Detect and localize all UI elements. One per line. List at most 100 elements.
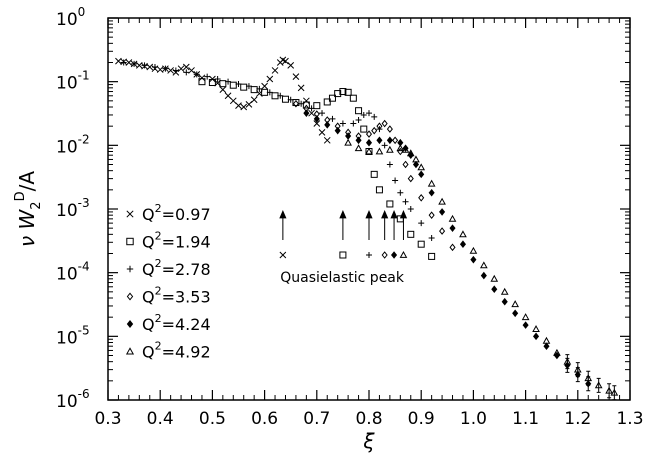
data-point xyxy=(313,115,320,123)
data-point xyxy=(428,235,435,242)
y-tick-base: 10 xyxy=(56,137,78,157)
data-point xyxy=(313,120,321,127)
y-tick-label: 100 xyxy=(56,5,85,30)
y-tick-label: 10-2 xyxy=(56,132,90,157)
data-point xyxy=(360,111,367,118)
data-point xyxy=(339,88,347,96)
data-point xyxy=(449,224,456,232)
data-point xyxy=(412,155,420,163)
x-tick-label: 1.3 xyxy=(616,409,643,429)
data-point xyxy=(250,96,258,104)
legend: Q2=0.97Q2=1.94Q2=2.78Q2=3.53Q2=4.24Q2=4.… xyxy=(125,202,211,362)
annotation-text: Quasielastic peak xyxy=(280,270,405,286)
data-point xyxy=(417,240,425,248)
data-point xyxy=(323,98,331,106)
peak-arrow xyxy=(279,209,287,259)
legend-q: Q xyxy=(142,260,155,279)
peak-arrow xyxy=(381,209,389,259)
legend-marker xyxy=(125,347,135,355)
data-point xyxy=(491,285,498,293)
data-point xyxy=(500,287,509,295)
data-point xyxy=(229,97,237,105)
data-point xyxy=(355,107,363,115)
data-point xyxy=(344,88,352,96)
y-tick-base: 10 xyxy=(56,392,78,412)
y-tick-exponent: -2 xyxy=(78,132,90,146)
peak-arrow xyxy=(390,209,398,259)
peak-marker xyxy=(339,251,347,259)
legend-item: Q2=0.97 xyxy=(126,202,211,224)
legend-item: Q2=4.24 xyxy=(126,312,211,334)
legend-item: Q2=1.94 xyxy=(126,230,211,252)
y-axis-label-text: ν W2D/A xyxy=(13,171,44,247)
data-point xyxy=(543,342,550,350)
legend-value: =2.78 xyxy=(162,260,211,279)
data-point xyxy=(406,149,415,157)
data-point xyxy=(198,78,206,86)
data-point xyxy=(386,200,394,208)
data-point xyxy=(308,109,315,117)
legend-q: Q xyxy=(142,205,155,224)
error-bar xyxy=(586,370,591,386)
legend-q: Q xyxy=(142,343,155,362)
data-point xyxy=(360,125,368,133)
legend-marker xyxy=(126,319,134,329)
y-tick-label: 10-5 xyxy=(56,323,90,348)
legend-label: Q2=2.78 xyxy=(142,257,211,279)
legend-marker xyxy=(126,210,134,218)
data-point xyxy=(407,206,414,212)
series-square xyxy=(198,78,436,260)
data-point xyxy=(131,60,138,67)
peak-arrow xyxy=(399,209,408,258)
data-point xyxy=(313,102,321,110)
x-axis: 0.3 0.4 0.5 0.6 0.7 0.8 0.9 1.0 1.1 1.2 1.3 xyxy=(94,18,644,429)
data-point xyxy=(250,86,258,94)
legend-label: Q2=3.53 xyxy=(142,285,211,307)
legend-value: =4.92 xyxy=(162,343,211,362)
data-point xyxy=(151,63,158,70)
data-point xyxy=(292,73,300,80)
data-point xyxy=(261,82,268,90)
data-point xyxy=(256,85,263,92)
y-tick-base: 10 xyxy=(56,10,78,30)
data-point xyxy=(324,121,331,129)
data-point xyxy=(172,67,179,74)
data-point xyxy=(449,243,456,252)
data-point xyxy=(407,230,415,238)
data-point xyxy=(428,188,435,197)
x-tick-label: 1.2 xyxy=(564,409,591,429)
legend-item: Q2=4.92 xyxy=(125,340,211,362)
data-point xyxy=(266,89,273,96)
data-point xyxy=(532,332,540,341)
data-point xyxy=(282,57,289,65)
data-point xyxy=(479,261,488,269)
data-point xyxy=(298,100,305,107)
series-x xyxy=(115,56,331,144)
data-point xyxy=(407,174,414,183)
x-tick-label: 0.6 xyxy=(251,409,278,429)
legend-sup: 2 xyxy=(155,312,162,325)
data-point xyxy=(401,145,410,153)
data-point xyxy=(417,163,426,171)
y-tick-base: 10 xyxy=(56,74,78,94)
data-point xyxy=(224,92,232,100)
data-point xyxy=(381,142,388,149)
data-point xyxy=(412,160,420,169)
y-tick-exponent: -1 xyxy=(78,69,90,83)
data-point xyxy=(177,65,185,73)
data-point xyxy=(438,197,446,205)
y-tick-exponent: -4 xyxy=(78,260,90,274)
error-bar xyxy=(565,354,570,370)
data-point xyxy=(428,211,435,219)
y-tick-base: 10 xyxy=(56,265,78,285)
data-point xyxy=(271,92,279,100)
data-point xyxy=(402,198,409,205)
series-diamond-filled xyxy=(303,109,592,392)
x-tick-label: 0.3 xyxy=(94,409,121,429)
legend-value: =0.97 xyxy=(162,205,211,224)
x-axis-label: ξ xyxy=(362,429,375,453)
y-tick-label: 10-4 xyxy=(56,260,90,285)
data-point xyxy=(182,63,190,71)
data-point xyxy=(355,116,362,123)
y-tick-exponent: -3 xyxy=(78,196,90,210)
